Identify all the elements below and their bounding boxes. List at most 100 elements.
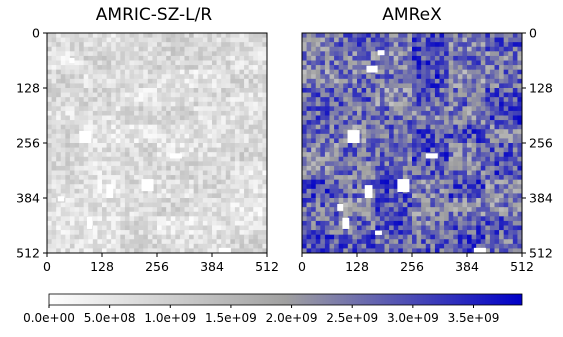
heatmap-cell xyxy=(439,202,445,208)
heatmap-cell xyxy=(402,198,408,203)
heatmap-cell xyxy=(457,239,463,245)
heatmap-cell xyxy=(457,88,463,93)
heatmap-cell xyxy=(503,230,509,236)
heatmap-cell xyxy=(111,110,117,116)
heatmap-cell xyxy=(239,239,245,245)
heatmap-cell xyxy=(239,170,245,176)
heatmap-cell xyxy=(239,88,245,93)
heatmap-cell xyxy=(88,120,94,126)
heatmap-cell xyxy=(230,193,236,199)
heatmap-cell xyxy=(412,147,417,153)
heatmap-cell xyxy=(512,133,518,139)
heatmap-cell xyxy=(111,202,117,208)
heatmap-cell xyxy=(480,69,486,75)
heatmap-cell xyxy=(425,161,431,167)
heatmap-cell xyxy=(302,152,307,158)
heatmap-cell xyxy=(434,165,440,171)
heatmap-cell xyxy=(56,193,62,199)
heatmap-cell xyxy=(124,88,130,93)
heatmap-cell xyxy=(421,198,427,203)
heatmap-cell xyxy=(444,230,450,236)
heatmap-cell xyxy=(357,193,362,199)
heatmap-cell xyxy=(184,55,190,61)
heatmap-cell xyxy=(439,33,445,38)
heatmap-cell xyxy=(352,51,358,57)
heatmap-cell xyxy=(198,78,204,84)
heatmap-cell xyxy=(471,184,477,190)
heatmap-cell xyxy=(88,193,94,199)
heatmap-cell xyxy=(357,156,362,162)
heatmap-cell xyxy=(361,143,367,148)
heatmap-cell xyxy=(88,188,94,194)
heatmap-cell xyxy=(302,239,307,245)
heatmap-cell xyxy=(207,216,213,222)
heatmap-cell xyxy=(375,170,381,176)
heatmap-cell xyxy=(402,55,408,61)
colorbar-tick-label: 0.0e+00 xyxy=(23,311,75,325)
heatmap-cell xyxy=(262,60,268,66)
heatmap-cell xyxy=(143,120,149,126)
heatmap-cell xyxy=(476,198,482,203)
y-tick-label: 384 xyxy=(529,191,553,206)
heatmap-cell xyxy=(485,55,491,61)
heatmap-cell xyxy=(457,202,463,208)
heatmap-cell xyxy=(175,124,181,130)
heatmap-cell xyxy=(453,133,459,139)
heatmap-cell xyxy=(361,230,367,236)
heatmap-cell xyxy=(471,175,477,181)
heatmap-cell xyxy=(453,129,459,135)
heatmap-cell xyxy=(111,97,117,103)
heatmap-cell xyxy=(216,51,222,57)
heatmap-cell xyxy=(262,65,268,71)
heatmap-cell xyxy=(216,188,222,194)
heatmap-cell xyxy=(106,179,112,185)
heatmap-cell xyxy=(92,65,98,71)
heatmap-cell xyxy=(476,175,482,181)
heatmap-cell xyxy=(170,234,176,240)
heatmap-cell xyxy=(253,120,259,126)
heatmap-cell xyxy=(444,198,450,203)
heatmap-cell xyxy=(389,175,395,181)
heatmap-cell xyxy=(92,37,98,43)
heatmap-cell xyxy=(302,37,307,43)
heatmap-cell xyxy=(462,243,468,249)
heatmap-cell xyxy=(485,175,491,181)
heatmap-cell xyxy=(352,69,358,75)
heatmap-cell xyxy=(262,175,268,181)
heatmap-cell xyxy=(485,101,491,107)
heatmap-cell xyxy=(375,179,381,185)
heatmap-cell xyxy=(480,179,486,185)
heatmap-cell xyxy=(494,170,500,176)
heatmap-cell xyxy=(216,138,222,144)
heatmap-cell xyxy=(74,152,80,158)
heatmap-cell xyxy=(489,230,495,236)
heatmap-cell xyxy=(88,115,94,121)
heatmap-cell xyxy=(193,188,199,194)
heatmap-cell xyxy=(416,198,422,203)
heatmap-cell xyxy=(334,234,340,240)
heatmap-cell xyxy=(485,88,491,93)
heatmap-cell xyxy=(338,152,344,158)
heatmap-cell xyxy=(384,207,390,213)
heatmap-cell xyxy=(412,165,417,171)
heatmap-cell xyxy=(170,170,176,176)
heatmap-cell xyxy=(370,138,376,144)
heatmap-cell xyxy=(161,97,167,103)
heatmap-cell xyxy=(129,69,135,75)
heatmap-cell xyxy=(56,156,62,162)
heatmap-cell xyxy=(179,193,185,199)
heatmap-cell xyxy=(499,129,505,135)
heatmap-cell xyxy=(221,46,227,52)
heatmap-cell xyxy=(389,248,395,254)
heatmap-cell xyxy=(65,152,71,158)
heatmap-cell xyxy=(453,101,459,107)
heatmap-cell xyxy=(248,161,254,167)
heatmap-cell xyxy=(338,156,344,162)
heatmap-cell xyxy=(225,88,231,93)
heatmap-cell xyxy=(494,248,500,254)
heatmap-cell xyxy=(97,175,103,181)
heatmap-cell xyxy=(257,106,263,112)
heatmap-cell xyxy=(74,106,80,112)
heatmap-cell xyxy=(51,234,57,240)
heatmap-cell xyxy=(124,101,130,107)
